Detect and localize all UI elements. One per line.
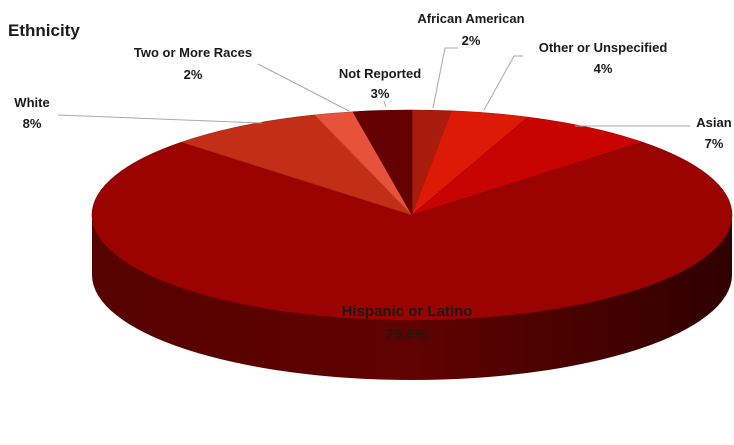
data-labels: African American 2% Other or Unspecified 4%… <box>14 11 731 343</box>
slice-value-label-4: 8% <box>23 116 42 131</box>
slice-value-label-0: 2% <box>462 33 481 48</box>
leader-line-6 <box>383 100 387 108</box>
slice-label-2: Asian <box>696 115 731 130</box>
slice-label-1: Other or Unspecified <box>539 40 668 55</box>
slice-2 <box>411 116 644 216</box>
slice-label-4: White <box>14 95 49 110</box>
slice-value-label-6: 3% <box>371 86 390 101</box>
leader-line-1 <box>483 55 523 111</box>
slice-label-5: Two or More Races <box>134 45 252 60</box>
slice-value-label-2: 7% <box>705 136 724 151</box>
leader-line-4 <box>57 114 263 124</box>
slice-6 <box>352 109 413 217</box>
leader-line-0 <box>432 47 458 109</box>
slice-4 <box>180 114 413 216</box>
leader-lines <box>57 47 690 127</box>
pie-depth <box>92 215 732 380</box>
leader-line-5 <box>257 63 350 112</box>
slice-label-3: Hispanic or Latino <box>342 303 473 320</box>
slice-value-label-3: 75.6% <box>386 326 429 343</box>
slice-value-label-5: 2% <box>184 67 203 82</box>
chart-title: Ethnicity <box>8 21 80 40</box>
slice-label-6: Not Reported <box>339 66 421 81</box>
slice-label-0: African American <box>417 11 524 26</box>
slice-3 <box>91 141 733 321</box>
slice-value-label-1: 4% <box>594 61 613 76</box>
slice-side-3 <box>92 215 732 380</box>
pie-slices <box>91 109 733 321</box>
